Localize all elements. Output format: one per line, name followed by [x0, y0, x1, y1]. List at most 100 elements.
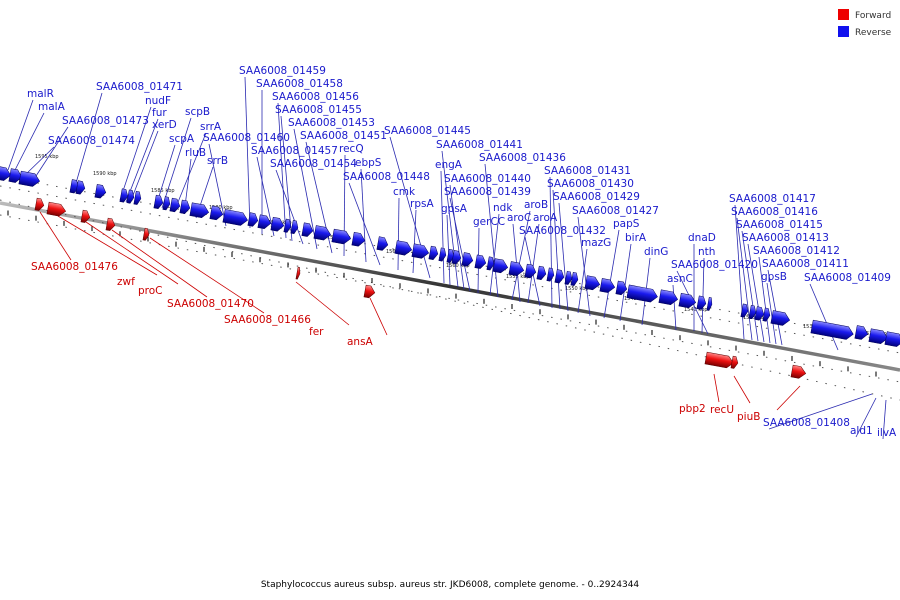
reverse-gene-label[interactable]: scpA — [169, 133, 195, 145]
reverse-gene-label[interactable]: SAA6008_01412 — [753, 245, 840, 257]
reverse-leader-line — [7, 99, 34, 171]
forward-gene-label[interactable]: fer — [309, 326, 324, 338]
reverse-gene-label[interactable]: gerCC — [473, 216, 505, 228]
reverse-gene-label[interactable]: srrA — [200, 121, 222, 133]
reverse-gene-label[interactable]: SAA6008_01431 — [544, 165, 631, 177]
reverse-gene-label[interactable]: SAA6008_01427 — [572, 205, 659, 217]
forward-gene-label[interactable]: ansA — [347, 336, 374, 348]
reverse-gene-label[interactable]: nudF — [145, 95, 171, 107]
reverse-gene-label[interactable]: nth — [698, 246, 715, 258]
reverse-gene-shape — [810, 319, 854, 340]
reverse-gene-label[interactable]: SAA6008_01417 — [729, 193, 816, 205]
reverse-gene-label[interactable]: SAA6008_01430 — [547, 178, 634, 190]
forward-gene-label[interactable]: SAA6008_01476 — [31, 261, 118, 273]
reverse-gene-label[interactable]: SAA6008_01459 — [239, 65, 326, 77]
reverse-gene-label[interactable]: cmk — [393, 186, 416, 198]
reverse-gene-label[interactable]: SAA6008_01456 — [272, 91, 359, 103]
reverse-gene-shape — [762, 307, 771, 322]
reverse-gene-label[interactable]: SAA6008_01454 — [270, 158, 357, 170]
reverse-gene-label[interactable]: ilvA — [877, 427, 897, 439]
reverse-gene-glyph — [762, 307, 771, 322]
reverse-gene-label[interactable]: recQ — [339, 143, 364, 155]
forward-gene-label[interactable]: SAA6008_01470 — [167, 298, 254, 310]
reverse-gene-label[interactable]: SAA6008_01448 — [343, 171, 430, 183]
forward-gene-label[interactable]: recU — [710, 404, 734, 416]
reverse-gene-label[interactable]: gpsA — [441, 203, 468, 215]
reverse-gene-glyph — [446, 249, 455, 263]
reverse-gene-glyph — [270, 216, 285, 232]
reverse-gene-label[interactable]: asnC — [667, 273, 693, 285]
reverse-gene-label[interactable]: SAA6008_01440 — [444, 173, 531, 185]
forward-gene-label[interactable]: zwf — [117, 276, 135, 288]
forward-leader-line — [85, 221, 179, 285]
reverse-gene-label[interactable]: malR — [27, 88, 54, 100]
reverse-gene-label[interactable]: SAA6008_01473 — [62, 115, 149, 127]
reverse-gene-label[interactable]: aroC — [507, 212, 531, 224]
forward-leader-line — [39, 211, 72, 261]
reverse-gene-label[interactable]: SAA6008_01451 — [300, 130, 387, 142]
reverse-gene-label[interactable]: SAA6008_01415 — [736, 219, 823, 231]
reverse-gene-label[interactable]: SAA6008_01445 — [384, 125, 471, 137]
reverse-gene-label[interactable]: SAA6008_01457 — [251, 145, 338, 157]
forward-gene-shape — [363, 284, 376, 299]
reverse-leader-line — [125, 118, 159, 203]
reverse-gene-label[interactable]: papS — [613, 218, 640, 230]
reverse-gene-label[interactable]: scpB — [185, 106, 210, 118]
reverse-leader-line — [244, 76, 251, 229]
reverse-gene-shape — [678, 292, 697, 309]
reverse-gene-label[interactable]: aroB — [524, 199, 548, 211]
reverse-gene-label[interactable]: birA — [625, 232, 647, 244]
reverse-gene-label[interactable]: SAA6008_01460 — [203, 132, 290, 144]
reverse-gene-shape — [584, 275, 601, 291]
reverse-gene-label[interactable]: SAA6008_01441 — [436, 139, 523, 151]
kbp-label: 1595 kbp — [35, 154, 59, 160]
forward-gene-label[interactable]: piuB — [737, 411, 760, 423]
reverse-gene-label[interactable]: SAA6008_01429 — [553, 191, 640, 203]
reverse-gene-label[interactable]: SAA6008_01458 — [256, 78, 343, 90]
reverse-gene-label[interactable]: mazG — [581, 237, 611, 249]
reverse-gene-label[interactable]: SAA6008_01432 — [519, 225, 606, 237]
forward-gene-glyph — [34, 197, 45, 211]
reverse-gene-label[interactable]: SAA6008_01455 — [275, 104, 362, 116]
reverse-gene-label[interactable]: SAA6008_01436 — [479, 152, 566, 164]
reverse-gene-label[interactable]: gpsB — [761, 271, 787, 283]
reverse-gene-label[interactable]: dinG — [644, 246, 668, 258]
reverse-gene-label[interactable]: SAA6008_01411 — [762, 258, 849, 270]
reverse-leader-line — [397, 197, 400, 271]
reverse-gene-label[interactable]: srrB — [207, 155, 228, 167]
reverse-gene-shape — [313, 225, 332, 241]
forward-gene-label[interactable]: SAA6008_01466 — [224, 314, 311, 326]
reverse-gene-label[interactable]: SAA6008_01413 — [742, 232, 829, 244]
reverse-gene-label[interactable]: SAA6008_01416 — [731, 206, 818, 218]
reverse-gene-label[interactable]: dnaD — [688, 232, 716, 244]
reverse-gene-label[interactable]: SAA6008_01474 — [48, 135, 135, 147]
reverse-gene-glyph — [492, 258, 509, 274]
reverse-gene-label[interactable]: rpsA — [410, 198, 434, 210]
reverse-leader-line — [549, 176, 553, 309]
reverse-gene-shape — [189, 202, 210, 218]
reverse-gene-label[interactable]: rluB — [185, 147, 206, 159]
reverse-gene-label[interactable]: SAA6008_01409 — [804, 272, 891, 284]
reverse-gene-label[interactable]: aroA — [533, 212, 558, 224]
reverse-gene-label[interactable]: engA — [435, 159, 463, 171]
forward-gene-label[interactable]: proC — [138, 285, 163, 297]
reverse-leader-line — [35, 126, 69, 177]
reverse-gene-label[interactable]: xerD — [152, 119, 177, 131]
reverse-gene-shape — [126, 189, 135, 204]
reverse-gene-label[interactable]: SAA6008_01471 — [96, 81, 183, 93]
reverse-gene-label[interactable]: ebpS — [355, 157, 382, 169]
reverse-gene-label[interactable]: fur — [152, 107, 167, 119]
reverse-leader-line — [119, 106, 152, 201]
reverse-gene-label[interactable]: ndk — [493, 202, 513, 214]
reverse-gene-label[interactable]: SAA6008_01453 — [288, 117, 375, 129]
reverse-gene-label[interactable]: SAA6008_01408 — [763, 417, 850, 429]
reverse-gene-glyph — [615, 280, 628, 296]
forward-gene-label[interactable]: pbp2 — [679, 403, 706, 415]
forward-gene-shape — [704, 351, 734, 369]
reverse-gene-label[interactable]: SAA6008_01439 — [444, 186, 531, 198]
reverse-gene-label[interactable]: SAA6008_01420 — [671, 259, 758, 271]
reverse-leader-line — [293, 128, 318, 250]
reverse-gene-label[interactable]: malA — [38, 101, 66, 113]
reverse-gene-label[interactable]: ald1 — [850, 425, 873, 437]
kbp-label: 1560 kbp — [446, 263, 470, 269]
